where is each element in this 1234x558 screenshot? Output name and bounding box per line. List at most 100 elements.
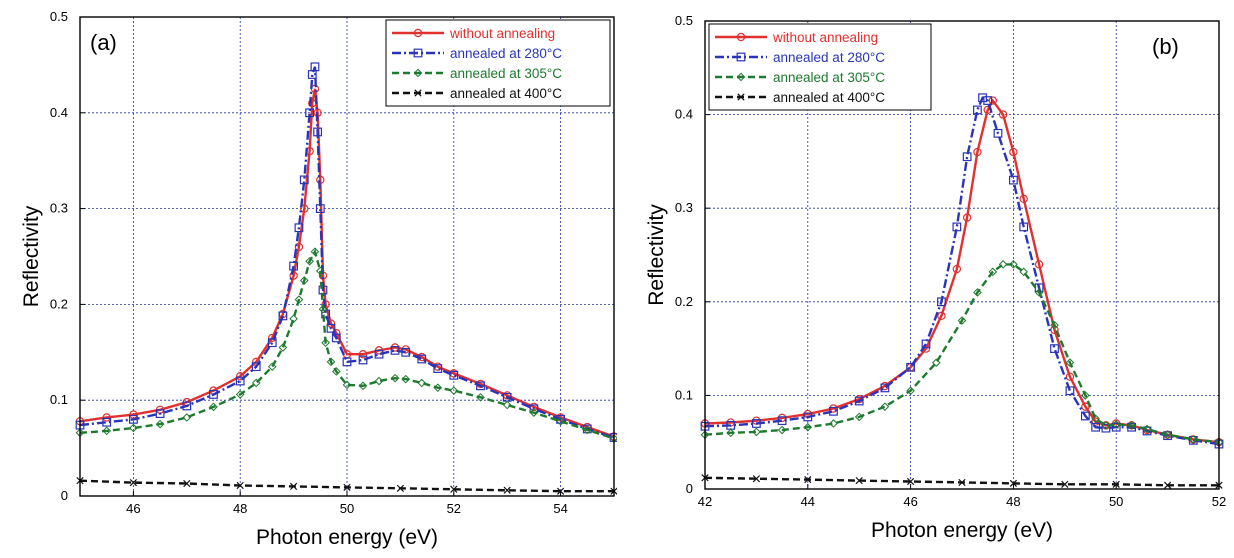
grid [705, 21, 1219, 489]
data-point [209, 390, 218, 399]
y-tick-label: 0.1 [675, 387, 693, 402]
legend-box [385, 19, 611, 107]
x-tick-label: 52 [1212, 494, 1226, 509]
data-point [310, 62, 320, 72]
data-point [829, 406, 838, 416]
data-point [978, 93, 987, 103]
y-tick-label: 0.5 [50, 9, 68, 24]
data-point [358, 355, 368, 365]
data-point [1065, 372, 1075, 381]
data-point [401, 374, 411, 384]
series-3 [700, 260, 1224, 447]
data-point [1101, 421, 1111, 430]
data-point [952, 264, 962, 274]
legend-marker [414, 89, 422, 97]
legend-marker [736, 52, 746, 62]
series-3 [75, 247, 617, 443]
data-point [777, 416, 787, 426]
data-point [962, 213, 972, 222]
series-line [79, 248, 615, 440]
data-point [880, 402, 890, 411]
data-point [1019, 194, 1028, 204]
y-tick-label: 0 [61, 488, 68, 503]
y-tick-label: 0.3 [675, 200, 693, 215]
data-point [183, 479, 191, 488]
data-point [1061, 480, 1069, 488]
data-point [326, 323, 336, 333]
legend-marker [736, 32, 746, 42]
data-point [401, 347, 411, 357]
data-point [1009, 147, 1018, 157]
data-point [236, 481, 244, 490]
legend-label: without annealing [449, 26, 555, 41]
series-line [79, 66, 615, 439]
data-point [1019, 267, 1028, 277]
data-point [752, 475, 761, 483]
data-point [1019, 222, 1029, 232]
data-point [854, 412, 864, 422]
data-point [358, 350, 368, 359]
legend-marker [736, 72, 746, 82]
data-point [315, 204, 325, 214]
data-point [326, 357, 336, 367]
data-point [305, 256, 314, 266]
legend-label: annealed at 280°C [450, 46, 562, 61]
y-tick-label: 0.4 [50, 105, 68, 120]
data-point [449, 370, 459, 380]
data-point [1034, 288, 1044, 297]
y-tick-label: 0.1 [50, 392, 68, 407]
data-point [957, 316, 967, 325]
data-point [476, 381, 485, 391]
data-point [998, 110, 1008, 119]
x-tick-label: 50 [1109, 494, 1123, 509]
x-tick-label: 46 [903, 494, 917, 509]
data-point [1163, 431, 1172, 441]
data-point [268, 333, 277, 343]
data-point [556, 487, 565, 495]
data-point [1111, 420, 1121, 429]
data-point [937, 297, 946, 307]
panel-label: (b) [1152, 34, 1179, 59]
data-point [310, 247, 320, 257]
data-point [374, 376, 384, 386]
chart-panel-b: 42 44 46 48 50 52 0 0.1 0.2 0.3 0.4 0.5 without anne… [645, 13, 1226, 542]
data-point [251, 378, 261, 388]
data-point [433, 364, 443, 373]
data-point [803, 422, 813, 432]
data-point [209, 402, 218, 412]
data-point [374, 349, 384, 359]
x-tick-label: 50 [340, 501, 354, 516]
x-tick-label: 42 [698, 494, 712, 509]
data-point [988, 96, 998, 105]
data-point [396, 484, 405, 492]
data-point [433, 383, 443, 393]
y-tick-label: 0.3 [50, 201, 68, 216]
data-point [449, 386, 459, 395]
data-point [1050, 344, 1059, 353]
data-point [390, 345, 400, 355]
series-4 [76, 477, 617, 495]
data-point [342, 357, 352, 367]
data-point [235, 376, 245, 386]
data-point [1163, 481, 1172, 489]
y-tick-label: 0 [686, 481, 693, 496]
data-point [278, 343, 288, 352]
data-point [305, 108, 315, 118]
plot-frame [704, 20, 1220, 490]
x-axis-label: Photon energy (eV) [871, 519, 1053, 542]
data-point [299, 276, 309, 285]
data-point [937, 311, 946, 321]
data-point [155, 409, 165, 419]
legend-label: annealed at 400°C [773, 90, 885, 105]
data-point [1142, 424, 1152, 434]
grid [80, 17, 614, 496]
legend-box [708, 23, 932, 111]
data-point [476, 393, 485, 402]
legend-label: annealed at 400°C [450, 86, 562, 101]
panel-label: (a) [90, 30, 117, 55]
data-point [973, 147, 982, 157]
data-point [289, 261, 298, 271]
data-point [313, 127, 323, 137]
data-point [503, 486, 511, 494]
data-point [267, 362, 277, 371]
